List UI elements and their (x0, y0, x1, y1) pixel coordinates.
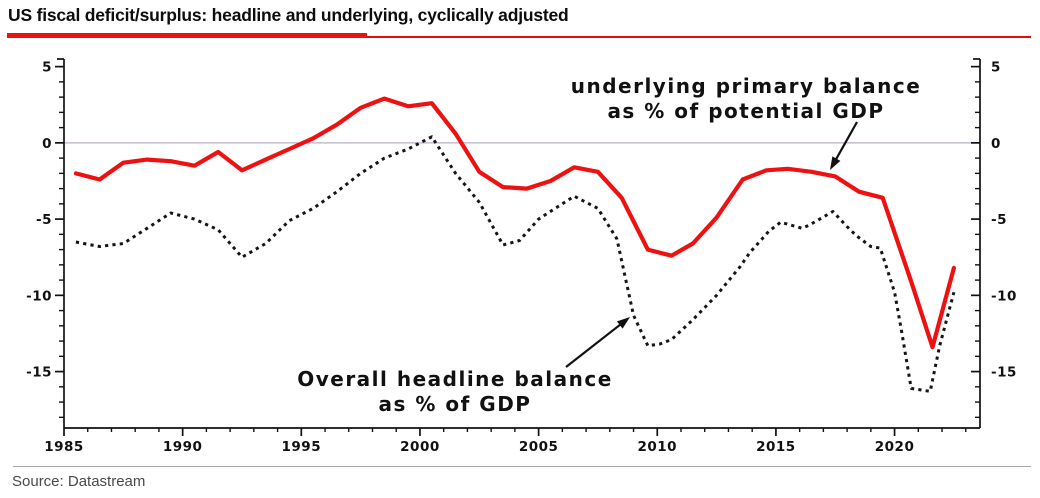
y-axis-label-right: -15 (991, 365, 1017, 381)
fiscal-balance-chart: 5 5 0 0 -5 -5 -10 -10 -15 -15 1985 1990 1995 2000 2005… (26, 58, 1017, 455)
x-axis-label: 2015 (756, 439, 796, 455)
x-axis-label: 2020 (875, 439, 915, 455)
annotation-arrow-line (565, 320, 626, 368)
y-axis-label-right: 5 (991, 60, 1001, 76)
annotation-label: Overall headline balance (297, 367, 613, 391)
title-underline-thin (367, 36, 1031, 38)
y-axis-label-left: 0 (42, 136, 52, 152)
x-axis-label: 1990 (163, 439, 203, 455)
y-axis-label-right: -5 (991, 212, 1007, 228)
x-axis-label: 2010 (637, 439, 677, 455)
annotation-arrowhead-icon (830, 156, 841, 170)
axes-layer: 5 5 0 0 -5 -5 -10 -10 -15 -15 1985 1990 1995 2000 2005… (26, 58, 1017, 455)
annotation-arrowhead-icon (616, 317, 630, 329)
annotation-label: as % of potential GDP (607, 99, 884, 123)
x-axis-label: 1985 (44, 439, 84, 455)
annotation-arrow-line (832, 121, 858, 165)
annotation-label: underlying primary balance (571, 74, 922, 98)
source-text: Source: Datastream (12, 473, 146, 490)
annotation-label: as % of GDP (379, 392, 532, 416)
page-title: US fiscal deficit/surplus: headline and … (8, 5, 569, 25)
source-divider (13, 466, 1031, 467)
y-axis-label-right: 0 (991, 136, 1001, 152)
y-axis-label-left: 5 (42, 60, 52, 76)
y-axis-label-left: -5 (36, 212, 52, 228)
y-axis-label-left: -15 (26, 365, 52, 381)
headline-balance-line (75, 135, 956, 393)
series-layer (73, 96, 957, 393)
title-underline-thick (7, 33, 367, 38)
y-axis-label-right: -10 (991, 288, 1017, 304)
underlying-balance-line (73, 96, 957, 350)
x-axis-label: 1995 (282, 439, 322, 455)
x-axis-label: 2005 (519, 439, 559, 455)
y-axis-label-left: -10 (26, 288, 52, 304)
x-axis-label: 2000 (400, 439, 440, 455)
